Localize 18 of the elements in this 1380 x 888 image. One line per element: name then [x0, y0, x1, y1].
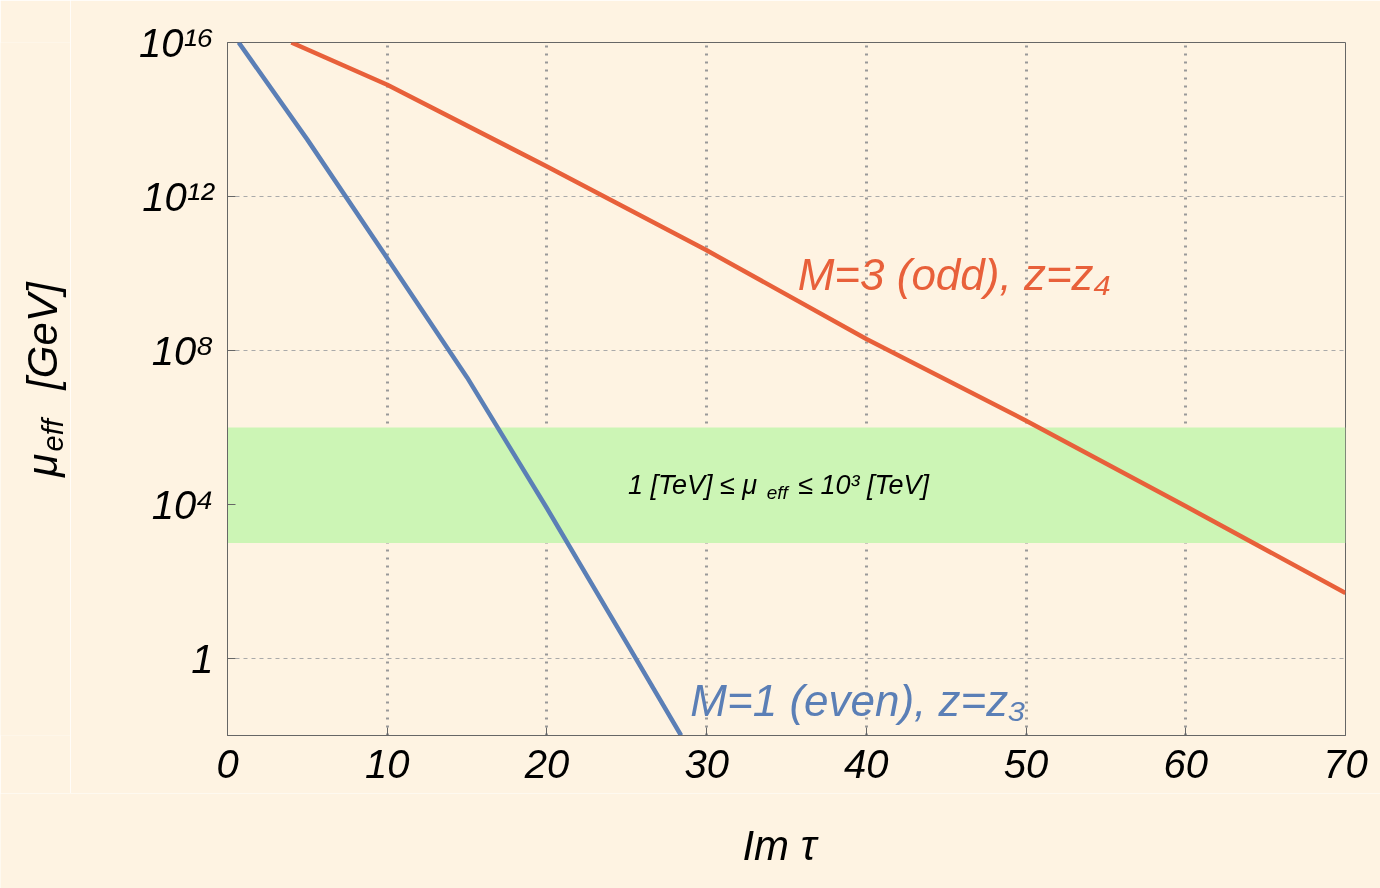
y-tick-label: 10¹⁶ [139, 20, 214, 65]
x-tick-label: 10 [364, 741, 410, 786]
series-label: M=1 (even), z=z₃ [690, 676, 1026, 726]
x-tick-label: 70 [1323, 741, 1368, 786]
y-tick-label: 10¹² [142, 174, 216, 219]
x-tick-label: 30 [684, 741, 729, 786]
y-tick-label: 1 [191, 636, 214, 681]
x-tick-label: 40 [844, 741, 889, 786]
y-tick-label: 10⁴ [151, 482, 214, 527]
series-label: M=3 (odd), z=z₄ [797, 250, 1112, 300]
x-tick-label: 20 [523, 741, 570, 786]
x-tick-label: 0 [216, 741, 239, 786]
x-tick-label: 50 [1003, 741, 1049, 786]
x-tick-label: 60 [1163, 741, 1209, 786]
y-tick-label: 10⁸ [151, 328, 214, 373]
line-series [289, 42, 1346, 596]
x-axis-title: Im τ [742, 822, 819, 870]
y-axis-title: μeff [GeV] [19, 281, 69, 478]
